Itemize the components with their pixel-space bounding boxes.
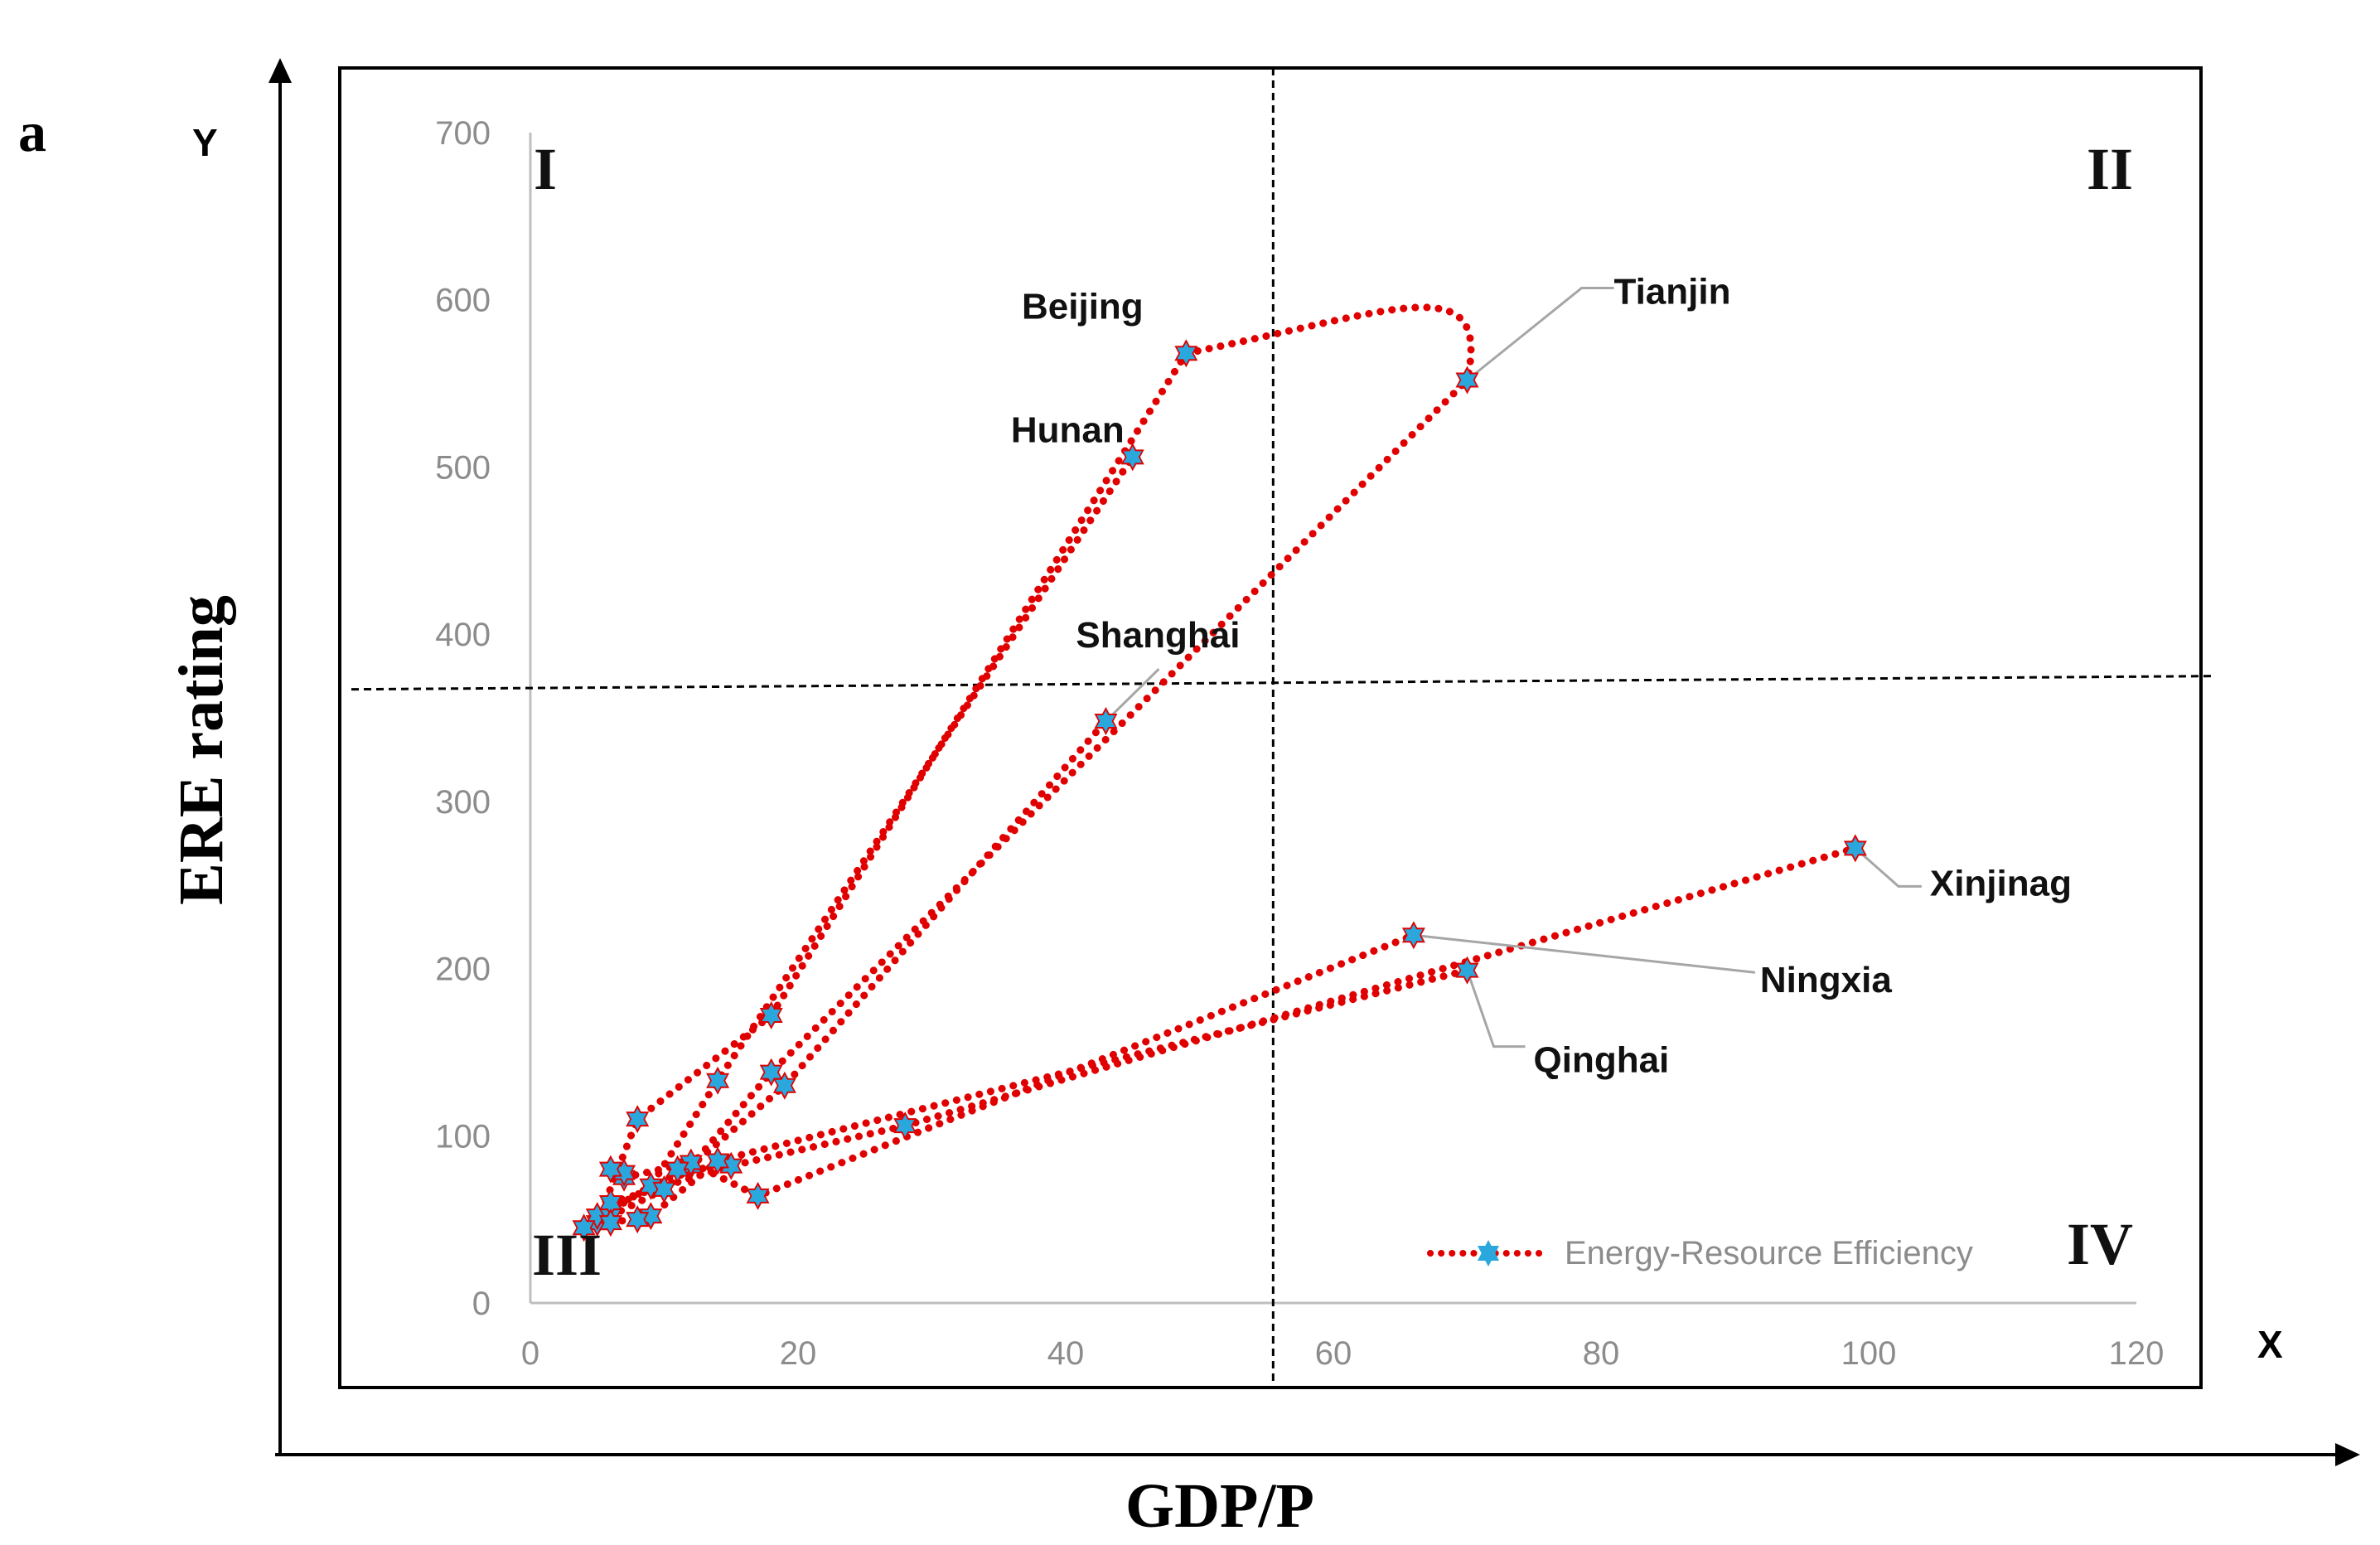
series-line-shanghai — [607, 717, 1110, 1220]
data-point-shanghai — [772, 1071, 796, 1100]
y-tick-label: 400 — [435, 617, 491, 653]
panel-label: a — [18, 100, 46, 163]
data-point-ningxia — [746, 1181, 770, 1210]
data-point-tianjin — [1455, 366, 1479, 395]
city-label-xinjinag: Xinjinag — [1930, 863, 2072, 903]
data-point-qinghai — [1455, 956, 1479, 985]
x-tick-label: 20 — [780, 1335, 817, 1372]
series-line-hunan — [580, 453, 1137, 1232]
y-tick-label: 0 — [472, 1286, 491, 1322]
x-tick-label: 120 — [2109, 1335, 2165, 1372]
leader-line-tianjin — [1466, 287, 1614, 381]
data-point — [598, 1155, 622, 1184]
city-label-qinghai: Qinghai — [1534, 1040, 1670, 1081]
series-line-beijing — [593, 349, 1190, 1227]
x-tick-label: 40 — [1047, 1335, 1085, 1372]
data-point-xinjinag — [598, 1188, 622, 1217]
legend-marker — [1478, 1240, 1499, 1267]
data-point — [665, 1155, 689, 1184]
city-label-hunan: Hunan — [1011, 409, 1125, 450]
x-axis-title: GDP/P — [1125, 1471, 1314, 1541]
series-line-beijing-tianjin — [1182, 303, 1475, 385]
quadrant-label-I: I — [534, 136, 557, 202]
y-axis-title: ERE rating — [167, 595, 236, 905]
y-tick-label: 700 — [435, 115, 491, 152]
leader-line-xinjinag — [1854, 847, 1922, 888]
city-label-shanghai: Shanghai — [1076, 615, 1240, 656]
legend: Energy-Resource Efficiency — [1427, 1235, 1973, 1271]
leader-line-shanghai — [1105, 667, 1160, 723]
plot-frame — [338, 66, 2203, 1389]
x-tick-label: 100 — [1841, 1335, 1897, 1372]
outer-x-letter: X — [2257, 1323, 2283, 1366]
data-point-beijing — [1174, 339, 1198, 368]
outer-x-arrowhead — [2335, 1443, 2360, 1466]
horizontal-divider-line — [351, 675, 2215, 691]
city-label-beijing: Beijing — [1022, 286, 1144, 327]
quadrant-label-II: II — [2087, 136, 2133, 202]
x-tick-label: 0 — [521, 1335, 539, 1372]
x-tick-label: 80 — [1583, 1335, 1620, 1372]
outer-y-letter: Y — [192, 121, 218, 164]
data-point-beijing — [759, 1001, 783, 1030]
y-tick-label: 100 — [435, 1118, 491, 1155]
city-label-tianjin: Tianjin — [1614, 272, 1731, 312]
data-point-xinjinag — [1843, 834, 1867, 863]
x-tick-label: 60 — [1315, 1335, 1352, 1372]
series-line-ningxia — [620, 931, 1418, 1200]
leader-line-ningxia — [1413, 933, 1756, 974]
leader-line-qinghai — [1466, 970, 1526, 1049]
data-point-beijing — [626, 1105, 650, 1134]
series-line-tianjin — [593, 376, 1471, 1220]
quadrant-label-III: III — [532, 1222, 602, 1288]
data-point-qinghai — [598, 1208, 622, 1237]
data-point-shanghai — [1094, 707, 1118, 736]
data-point-ningxia — [1401, 921, 1425, 950]
data-point-tianjin — [759, 1058, 783, 1087]
outer-y-arrowhead — [268, 58, 292, 83]
series-line-qinghai — [607, 966, 1471, 1227]
y-tick-label: 500 — [435, 449, 491, 486]
legend-label: Energy-Resource Efficiency — [1565, 1235, 1973, 1271]
data-point-hunan — [706, 1066, 730, 1095]
data-point-hunan — [572, 1213, 596, 1242]
quadrant-label-IV: IV — [2067, 1211, 2133, 1277]
series-line-xinjinag — [607, 844, 1860, 1207]
data-point-xinjinag — [893, 1112, 917, 1141]
y-tick-label: 300 — [435, 784, 491, 821]
data-point-hunan — [1120, 443, 1144, 472]
city-label-ningxia: Ningxia — [1760, 960, 1892, 1000]
y-tick-label: 200 — [435, 952, 491, 988]
y-tick-label: 600 — [435, 283, 491, 319]
data-point-qinghai — [706, 1146, 730, 1175]
data-point-shanghai — [652, 1174, 676, 1204]
data-point — [626, 1205, 650, 1234]
